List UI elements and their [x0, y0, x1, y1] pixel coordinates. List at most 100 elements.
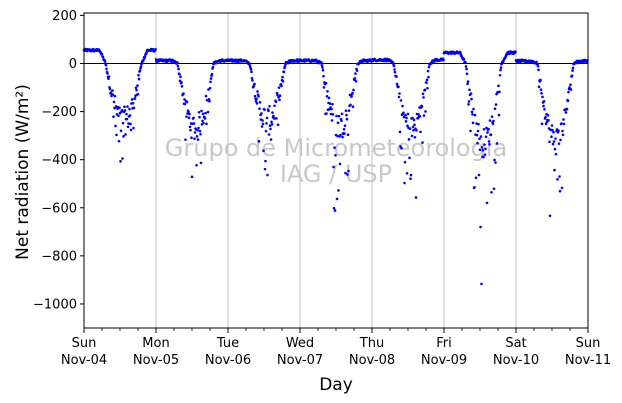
data-point	[121, 121, 125, 125]
data-point	[187, 116, 191, 120]
data-point	[468, 88, 471, 92]
data-point	[275, 117, 278, 120]
data-point	[548, 214, 552, 218]
data-point	[207, 97, 211, 101]
data-point	[119, 160, 122, 163]
data-point	[466, 82, 469, 86]
data-point	[426, 69, 430, 73]
data-point	[276, 123, 280, 127]
data-point	[547, 119, 550, 122]
data-point	[554, 152, 558, 156]
data-point	[277, 86, 281, 89]
data-point	[419, 130, 422, 134]
data-point	[329, 112, 333, 116]
data-point	[332, 206, 336, 210]
x-tick-weekday: Wed	[286, 336, 314, 351]
y-tick-label: −400	[41, 153, 77, 168]
data-point	[189, 128, 192, 132]
data-point	[209, 80, 212, 84]
data-point	[493, 107, 497, 111]
data-point	[553, 147, 557, 151]
data-point	[467, 103, 470, 106]
data-point	[542, 100, 546, 103]
x-tick-weekday: Fri	[436, 336, 452, 351]
data-point	[336, 121, 340, 125]
data-point	[354, 79, 358, 83]
data-point	[331, 113, 335, 116]
data-point	[552, 130, 555, 134]
data-point	[475, 122, 478, 125]
data-point	[339, 133, 342, 137]
x-tick-date: Nov-10	[493, 353, 539, 368]
data-point	[120, 109, 124, 112]
data-point	[550, 135, 553, 138]
data-point	[569, 83, 572, 86]
data-point	[337, 189, 340, 192]
data-point	[553, 168, 556, 172]
data-point	[135, 88, 138, 92]
data-point	[355, 69, 359, 72]
data-point	[115, 133, 118, 137]
data-point	[283, 64, 287, 68]
data-point	[125, 117, 129, 121]
data-point	[107, 75, 111, 78]
data-point	[121, 157, 124, 160]
data-points	[82, 47, 589, 286]
data-point	[551, 128, 554, 132]
data-point	[346, 133, 350, 137]
data-point	[320, 61, 323, 64]
data-point	[128, 107, 131, 111]
x-tick-weekday: Sun	[72, 336, 97, 351]
data-point	[106, 72, 109, 75]
data-point	[278, 94, 282, 97]
data-point	[537, 85, 541, 89]
y-tick-label: −200	[41, 105, 77, 120]
data-point	[406, 112, 410, 116]
data-point	[561, 133, 565, 137]
data-point	[495, 142, 499, 145]
y-axis-ticks: 200 0 −200 −400 −600 −800 −1000	[33, 9, 84, 312]
data-point	[345, 117, 349, 121]
data-point	[494, 103, 498, 106]
data-point	[114, 105, 118, 108]
data-point	[137, 77, 141, 81]
y-tick-label: 0	[69, 57, 77, 72]
data-point	[178, 79, 182, 83]
data-point	[128, 114, 132, 117]
data-point	[544, 122, 548, 126]
data-point	[566, 99, 570, 103]
x-tick-date: Nov-09	[421, 353, 467, 368]
data-point	[281, 80, 285, 83]
data-point	[199, 161, 203, 165]
data-point	[280, 84, 283, 88]
data-point	[472, 107, 475, 111]
data-point	[539, 78, 542, 82]
y-tick-label: 200	[52, 9, 77, 24]
data-point	[473, 113, 477, 117]
data-point	[571, 69, 574, 72]
y-tick-label: −800	[41, 249, 77, 264]
data-point	[188, 112, 191, 116]
data-point	[187, 110, 190, 114]
data-point	[105, 67, 108, 71]
data-point	[464, 65, 468, 68]
data-point	[541, 95, 544, 99]
data-point	[477, 173, 481, 177]
x-tick-weekday: Mon	[142, 336, 169, 351]
data-point	[112, 100, 116, 104]
data-point	[267, 133, 271, 136]
data-point	[263, 108, 266, 111]
data-point	[420, 105, 424, 108]
data-point	[426, 86, 429, 90]
data-point	[132, 126, 135, 130]
data-point	[206, 110, 210, 114]
data-point	[535, 60, 538, 64]
data-point	[253, 82, 256, 86]
data-point	[492, 119, 495, 123]
data-point	[282, 70, 286, 74]
data-point	[478, 148, 482, 152]
data-point	[179, 75, 182, 79]
data-point	[351, 91, 354, 95]
data-point	[197, 110, 201, 114]
